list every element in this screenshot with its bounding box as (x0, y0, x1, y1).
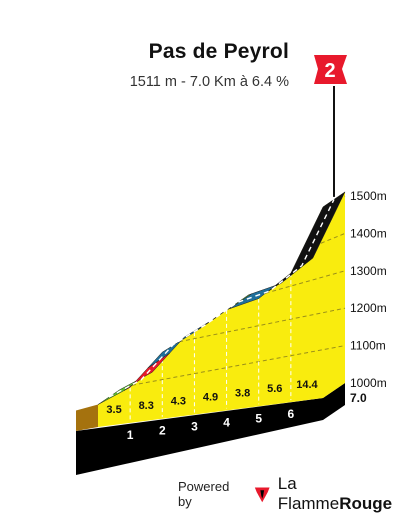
km-label: 3 (191, 420, 198, 434)
flamme-rouge-logo-icon[interactable] (253, 484, 271, 504)
flamme-rouge-brand[interactable]: La FlammeRouge (278, 474, 405, 514)
profile-body (98, 191, 345, 427)
summit-badge-label: 2 (324, 60, 335, 82)
brand-name-bold: Rouge (339, 494, 393, 513)
y-tick-label: 1200m (350, 301, 387, 315)
end-distance-label: 7.0 (350, 391, 367, 405)
elevation-gridline (131, 345, 346, 386)
gradient-label: 5.6 (267, 383, 282, 395)
summit-badge (314, 55, 347, 84)
chart-title: Pas de Peyrol (148, 40, 289, 63)
km-base-band (76, 383, 345, 475)
road-centre-line (108, 199, 335, 398)
chart-subtitle: 1511 m - 7.0 Km à 6.4 % (129, 74, 289, 90)
gradient-label: 4.3 (171, 396, 186, 408)
km-label: 2 (159, 424, 166, 438)
footer: Powered by La FlammeRouge (178, 474, 405, 513)
gradient-label: 8.3 (139, 400, 154, 412)
profile-front-face (76, 404, 98, 431)
km-label: 5 (255, 411, 262, 425)
elevation-gridline (179, 307, 346, 343)
y-tick-label: 1000m (350, 376, 387, 390)
km-label: 6 (288, 407, 295, 421)
brand-name-main: La Flamme (277, 474, 340, 513)
y-tick-label: 1100m (350, 339, 386, 353)
gradient-label: 4.9 (203, 392, 218, 404)
km-label: 4 (223, 415, 230, 429)
powered-by-text: Powered by (178, 479, 230, 509)
y-tick-label: 1300m (350, 264, 387, 278)
gradient-label: 3.5 (106, 404, 121, 416)
gradient-label: 14.4 (296, 379, 318, 391)
y-tick-label: 1400m (350, 226, 387, 240)
gradient-label: 3.8 (235, 387, 250, 399)
y-tick-label: 1500m (350, 189, 387, 203)
km-label: 1 (127, 428, 134, 442)
